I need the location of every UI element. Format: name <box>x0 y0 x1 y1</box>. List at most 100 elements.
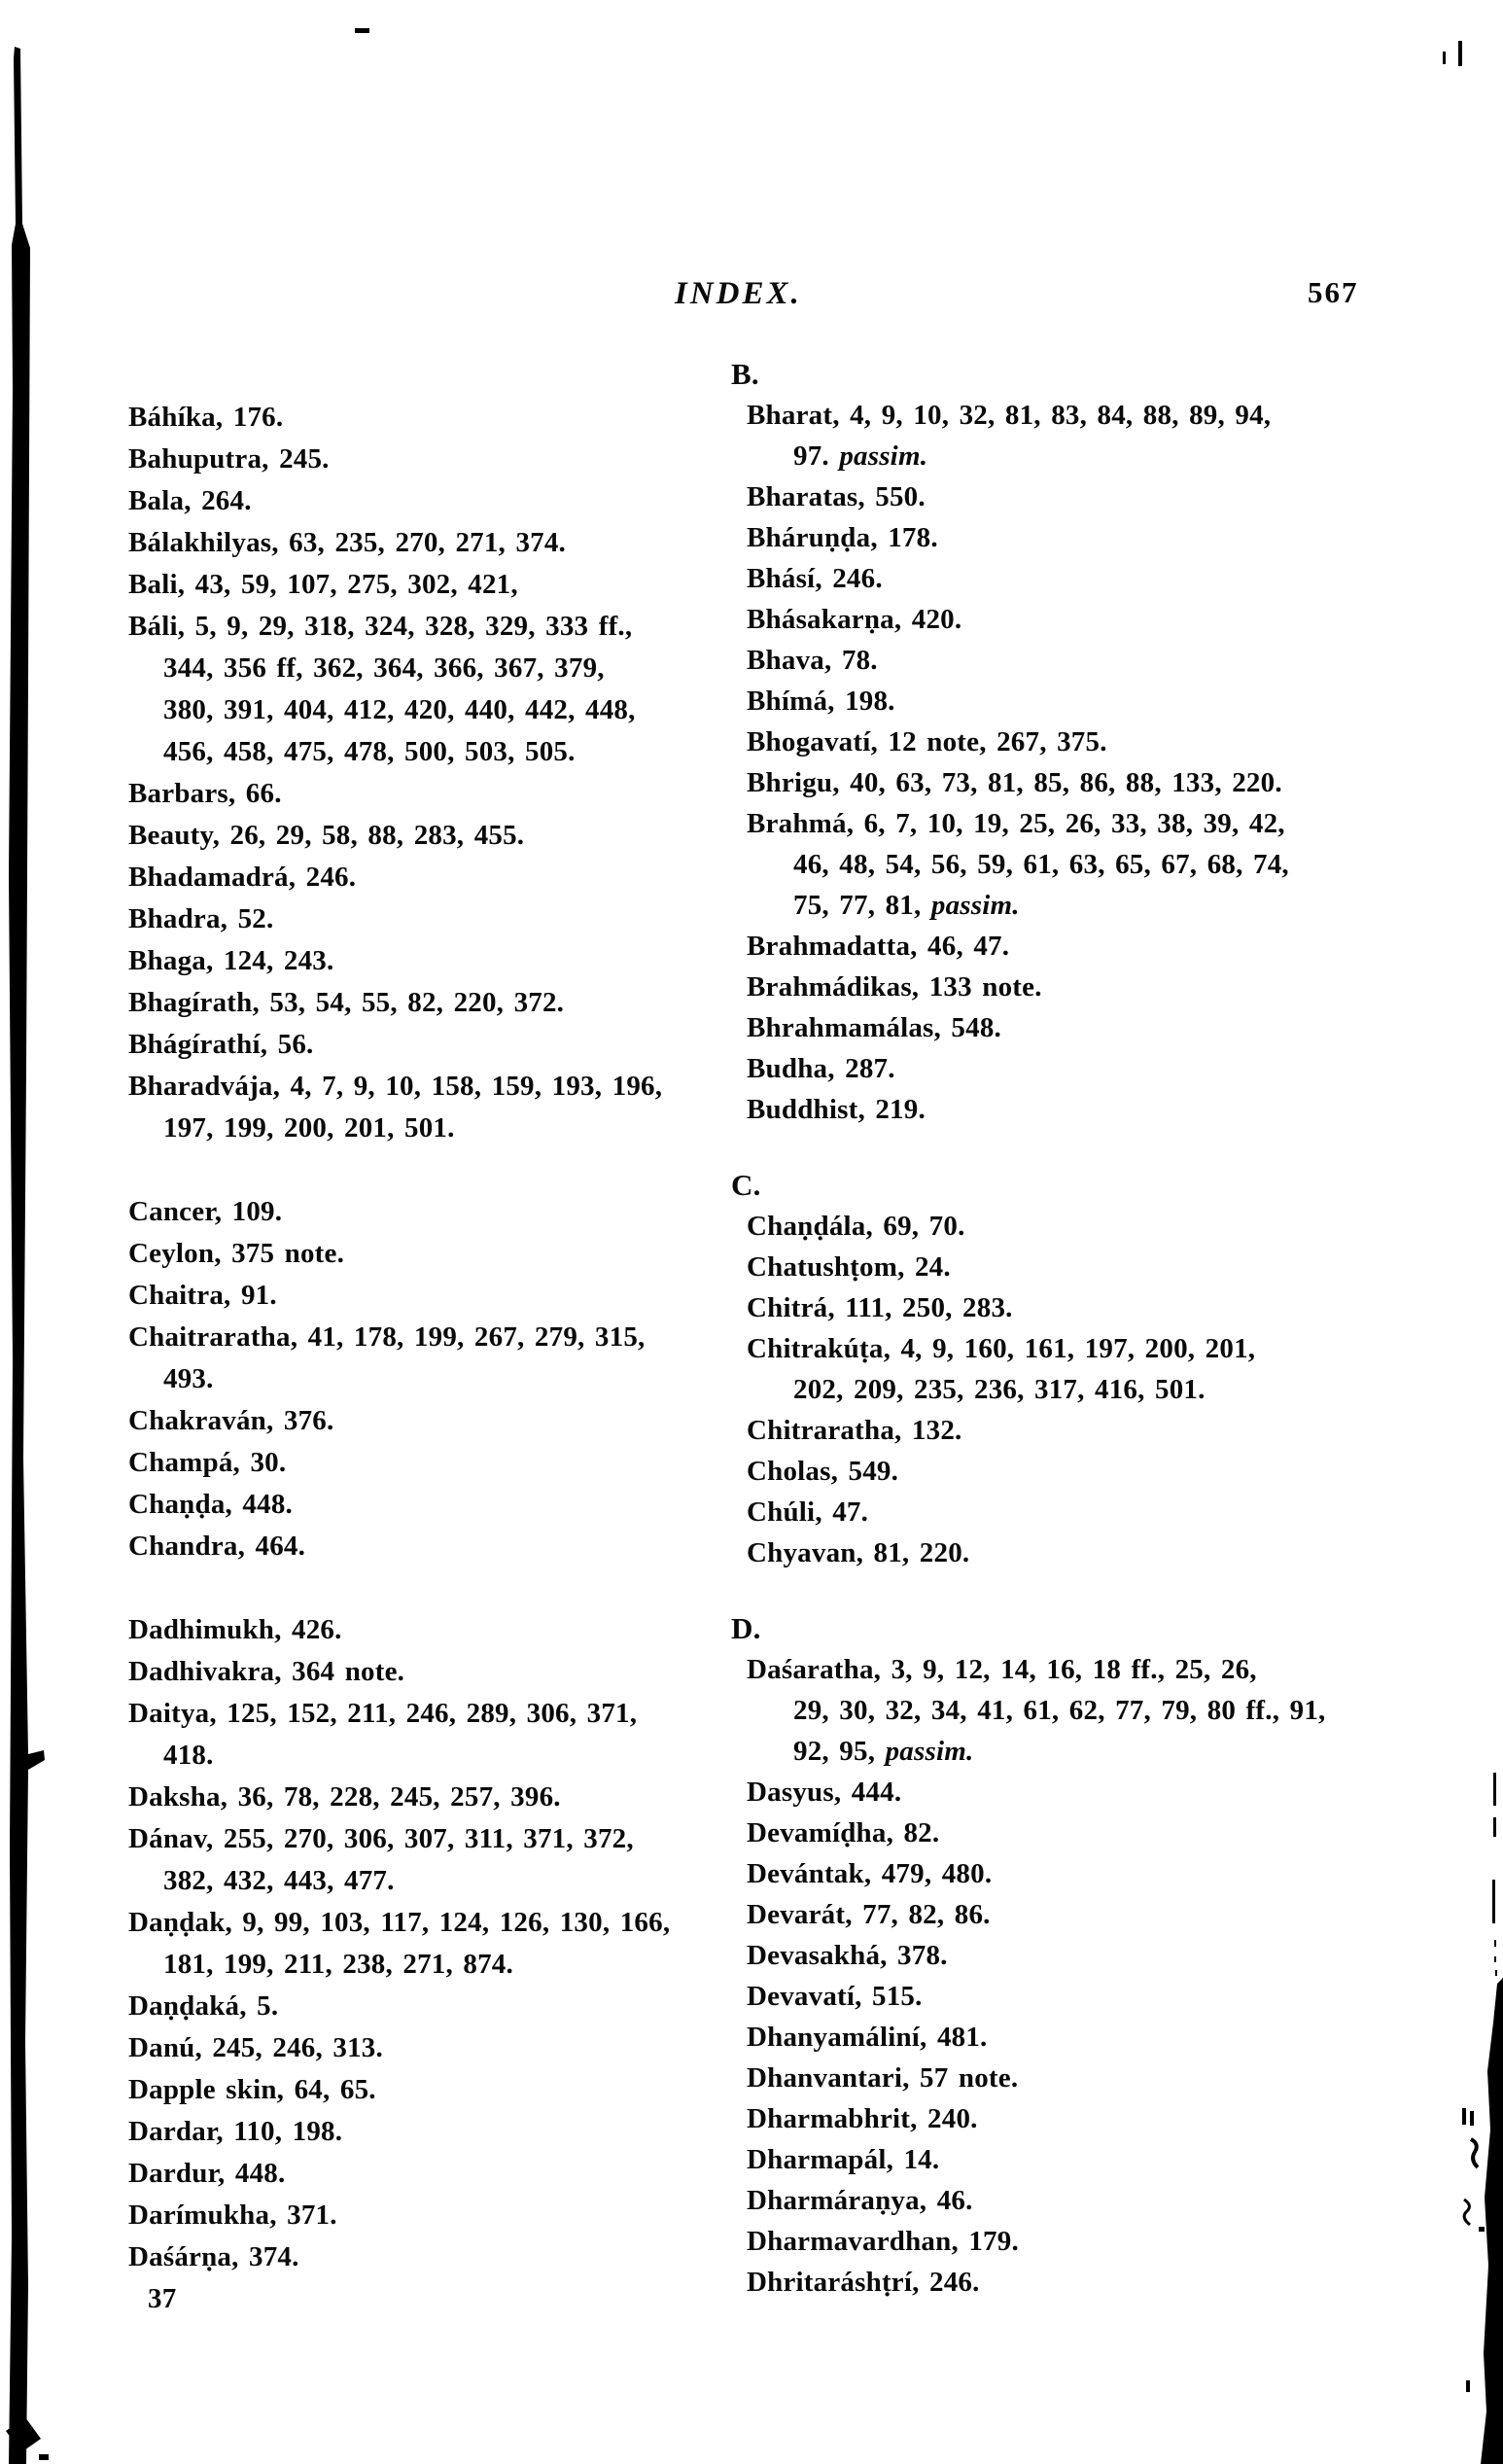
index-entry-text: Bahuputra, 245. <box>128 443 330 475</box>
index-entry: Brahmá, 6, 7, 10, 19, 25, 26, 33, 38, 39… <box>747 803 1486 844</box>
index-entry: Darímukha, 371. <box>128 2195 770 2236</box>
index-entry-text: Daksha, 36, 78, 228, 245, 257, 396. <box>128 1781 561 1813</box>
index-entry-text: Devavatí, 515. <box>747 1981 923 2012</box>
index-entry-text: Beauty, 26, 29, 58, 88, 283, 455. <box>128 820 525 851</box>
index-entry-text: Dadhivakra, 364 note. <box>128 1656 405 1687</box>
index-entry: Daṇḍak, 9, 99, 103, 117, 124, 126, 130, … <box>128 1902 770 1944</box>
index-entry-text: Bharatas, 550. <box>747 481 926 512</box>
scan-artifact-top-dash <box>355 28 369 33</box>
index-entry-text: Bhágírathí, 56. <box>128 1029 314 1060</box>
index-entry: Dadhivakra, 364 note. <box>128 1651 770 1693</box>
index-entry: Chitraratha, 132. <box>747 1410 1486 1451</box>
index-entry-text: Dhritaráshṭrí, 246. <box>747 2267 980 2298</box>
index-entry-continuation: 181, 199, 211, 238, 271, 874. <box>128 1944 770 1986</box>
index-entry-text: Chaitra, 91. <box>128 1280 277 1311</box>
section-header: C. <box>731 1168 761 1202</box>
index-entry: Bahuputra, 245. <box>128 439 770 480</box>
index-entry-continuation: 92, 95, passim. <box>747 1731 1486 1772</box>
index-entry: Dasyus, 444. <box>747 1772 1486 1813</box>
index-entry: Chitrá, 111, 250, 283. <box>747 1287 1486 1328</box>
index-entry: Bharadvája, 4, 7, 9, 10, 158, 159, 193, … <box>128 1066 770 1108</box>
index-entry: Bhímá, 198. <box>747 681 1486 722</box>
index-entry-text: Buddhist, 219. <box>747 1094 926 1125</box>
index-entry: Báhíka, 176. <box>128 397 770 439</box>
index-entry: Bhadra, 52. <box>128 898 770 940</box>
index-entry-continuation: 380, 391, 404, 412, 420, 440, 442, 448, <box>128 689 770 731</box>
index-entry: Daśárṇa, 374. <box>128 2236 770 2278</box>
index-entry-continuation: 97. passim. <box>747 436 1486 476</box>
index-entry: Bali, 43, 59, 107, 275, 302, 421, <box>128 564 770 606</box>
index-entry-text: Daitya, 125, 152, 211, 246, 289, 306, 37… <box>128 1698 638 1729</box>
index-entry: Champá, 30. <box>128 1442 770 1484</box>
scan-artifact-dot <box>1494 1956 1496 1962</box>
index-entry: Bhrahmamálas, 548. <box>747 1007 1486 1048</box>
index-entry-text: Daṇḍaká, 5. <box>128 1990 279 2022</box>
index-entry: Bhásí, 246. <box>747 558 1486 599</box>
index-entry-text: Bháruṇḍa, 178. <box>747 522 938 553</box>
index-entry-continuation: 46, 48, 54, 56, 59, 61, 63, 65, 67, 68, … <box>747 844 1486 885</box>
index-entry: Devarát, 77, 82, 86. <box>747 1894 1486 1935</box>
scan-artifact-dash <box>1492 1880 1495 1923</box>
index-entry-text: Chúli, 47. <box>747 1496 869 1528</box>
index-entry-text: Dánav, 255, 270, 306, 307, 311, 371, 372… <box>128 1823 634 1854</box>
index-entry: Beauty, 26, 29, 58, 88, 283, 455. <box>128 815 770 857</box>
index-entry: Dhritaráshṭrí, 246. <box>747 2262 1486 2303</box>
index-entry-text: Dharmáraṇya, 46. <box>747 2185 973 2216</box>
index-entry-continuation: 75, 77, 81, passim. <box>747 885 1486 926</box>
index-column-left: Báhíka, 176. Bahuputra, 245. Bala, 264. Bál… <box>128 397 770 2320</box>
index-entry-text: Cholas, 549. <box>747 1456 899 1487</box>
index-entry: Chandra, 464. <box>128 1526 770 1567</box>
section-gap <box>128 1567 770 1609</box>
index-entry-continuation: 493. <box>128 1358 770 1400</box>
index-entry: Devamíḍha, 82. <box>747 1813 1486 1853</box>
section-gap <box>128 1149 770 1191</box>
section-gap <box>747 1573 1486 1608</box>
index-entry-text: Bálakhilyas, 63, 235, 270, 271, 374. <box>128 527 567 558</box>
index-entry-text: Dasyus, 444. <box>747 1777 902 1808</box>
scan-artifact-speck <box>39 2454 49 2460</box>
index-entry-text: Chaṇḍála, 69, 70. <box>747 1211 965 1242</box>
section-gap <box>747 1130 1486 1165</box>
index-entry-text: Darímukha, 371. <box>128 2200 337 2231</box>
index-entry: Bhava, 78. <box>747 640 1486 681</box>
index-entry: Dapple skin, 64, 65. <box>128 2069 770 2111</box>
index-entry-text: Bhímá, 198. <box>747 686 895 717</box>
section-header: D. <box>731 1611 761 1645</box>
index-entry: Chaitra, 91. <box>128 1275 770 1317</box>
index-entry-text: Danú, 245, 246, 313. <box>128 2032 383 2063</box>
index-entry: Chaṇḍa, 448. <box>128 1484 770 1526</box>
index-entry-text: Barbars, 66. <box>128 778 282 809</box>
index-entry-text: Bali, 43, 59, 107, 275, 302, 421, <box>128 569 518 600</box>
index-entry: Danú, 245, 246, 313. <box>128 2027 770 2069</box>
index-entry-text: Dhanyamáliní, 481. <box>747 2022 988 2053</box>
index-entry: Bálakhilyas, 63, 235, 270, 271, 374. <box>128 522 770 564</box>
index-entry-text: Bhadamadrá, 246. <box>128 862 357 893</box>
index-entry-text: Budha, 287. <box>747 1053 895 1084</box>
running-head: INDEX. <box>675 276 802 311</box>
index-entry: Bhagírath, 53, 54, 55, 82, 220, 372. <box>128 982 770 1024</box>
index-entry-text: 46, 48, 54, 56, 59, 61, 63, 65, 67, 68, … <box>793 849 1289 880</box>
index-entry-text: Bala, 264. <box>128 485 252 516</box>
index-entry-text: Bhrahmamálas, 548. <box>747 1012 1001 1043</box>
index-entry: Bharatas, 550. <box>747 476 1486 517</box>
index-entry-text: Dharmapál, 14. <box>747 2144 940 2175</box>
index-entry: Bhadamadrá, 246. <box>128 857 770 898</box>
index-entry-text: Dhanvantari, 57 note. <box>747 2062 1019 2094</box>
index-entry: Dardar, 110, 198. <box>128 2111 770 2153</box>
index-entry-text: 181, 199, 211, 238, 271, 874. <box>163 1949 513 1980</box>
index-entry-text: Daśárṇa, 374. <box>128 2241 299 2272</box>
index-entry-text: 92, 95, <box>793 1736 886 1767</box>
index-entry-text: passim. <box>839 440 928 472</box>
index-entry: Chatushṭom, 24. <box>747 1247 1486 1287</box>
index-entry-text: Chatushṭom, 24. <box>747 1251 951 1283</box>
index-entry-text: Chyavan, 81, 220. <box>747 1537 970 1568</box>
index-entry-text: Dadhimukh, 426. <box>128 1614 342 1645</box>
index-entry: Chyavan, 81, 220. <box>747 1532 1486 1573</box>
index-entry-text: Devamíḍha, 82. <box>747 1817 940 1848</box>
index-entry-continuation: 29, 30, 32, 34, 41, 61, 62, 77, 79, 80 f… <box>747 1690 1486 1731</box>
index-entry: Cancer, 109. <box>128 1191 770 1233</box>
index-entry-text: Dapple skin, 64, 65. <box>128 2074 376 2105</box>
index-entry-text: Bhásakarṇa, 420. <box>747 604 962 635</box>
index-entry: Bhásakarṇa, 420. <box>747 599 1486 640</box>
index-entry: Báli, 5, 9, 29, 318, 324, 328, 329, 333 … <box>128 606 770 648</box>
